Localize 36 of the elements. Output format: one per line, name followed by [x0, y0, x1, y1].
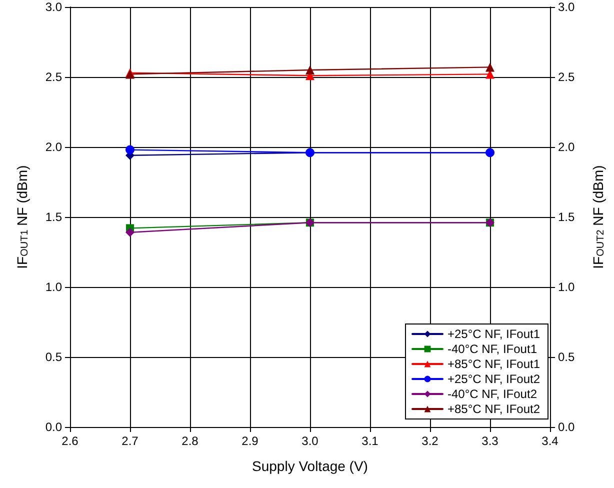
y-axis-title: IFOUT1 NF (dBm): [14, 165, 30, 269]
y-tick-label: 0.5: [45, 350, 62, 364]
x-tick-label: 3.3: [482, 434, 499, 448]
x-tick-label: 3.2: [422, 434, 439, 448]
y-tick-label: 3.0: [45, 0, 62, 14]
x-tick-label: 2.6: [62, 434, 79, 448]
y2-axis-title: IFOUT2 NF (dBm): [590, 165, 606, 269]
legend-label: -40°C NF, IFout2: [447, 387, 538, 401]
x-tick-label: 2.8: [182, 434, 199, 448]
y2-tick-label: 0.0: [558, 420, 576, 434]
y2-tick-label: 2.5: [558, 70, 576, 84]
legend-label: -40°C NF, IFout1: [447, 342, 538, 356]
x-tick-label: 3.4: [542, 434, 559, 448]
y-tick-label: 2.5: [45, 70, 62, 84]
point: [486, 62, 494, 72]
y-tick-label: 0.0: [45, 420, 62, 434]
y2-tick-label: 2.0: [558, 140, 576, 154]
legend-label: +85°C NF, IFout1: [447, 357, 540, 371]
x-tick-label: 2.9: [242, 434, 259, 448]
x-tick-label: 3.0: [302, 434, 319, 448]
x-tick-label: 3.1: [362, 434, 379, 448]
point: [126, 145, 134, 154]
point: [126, 228, 134, 237]
x-tick-label: 2.7: [122, 434, 139, 448]
legend-label: +85°C NF, IFout2: [447, 402, 540, 416]
y2-tick-label: 1.5: [558, 210, 576, 224]
legend-label: +25°C NF, IFout2: [447, 372, 540, 386]
y-tick-label: 2.0: [45, 140, 62, 154]
point: [306, 66, 314, 74]
y-tick-label: 1.0: [45, 280, 62, 294]
x-axis-title: Supply Voltage (V): [252, 458, 368, 474]
legend-label: +25°C NF, IFout1: [447, 327, 540, 341]
y-tick-label: 1.5: [45, 210, 62, 224]
y2-tick-label: 3.0: [558, 0, 576, 14]
y2-tick-label: 1.0: [558, 280, 576, 294]
y2-tick-label: 0.5: [558, 350, 576, 364]
